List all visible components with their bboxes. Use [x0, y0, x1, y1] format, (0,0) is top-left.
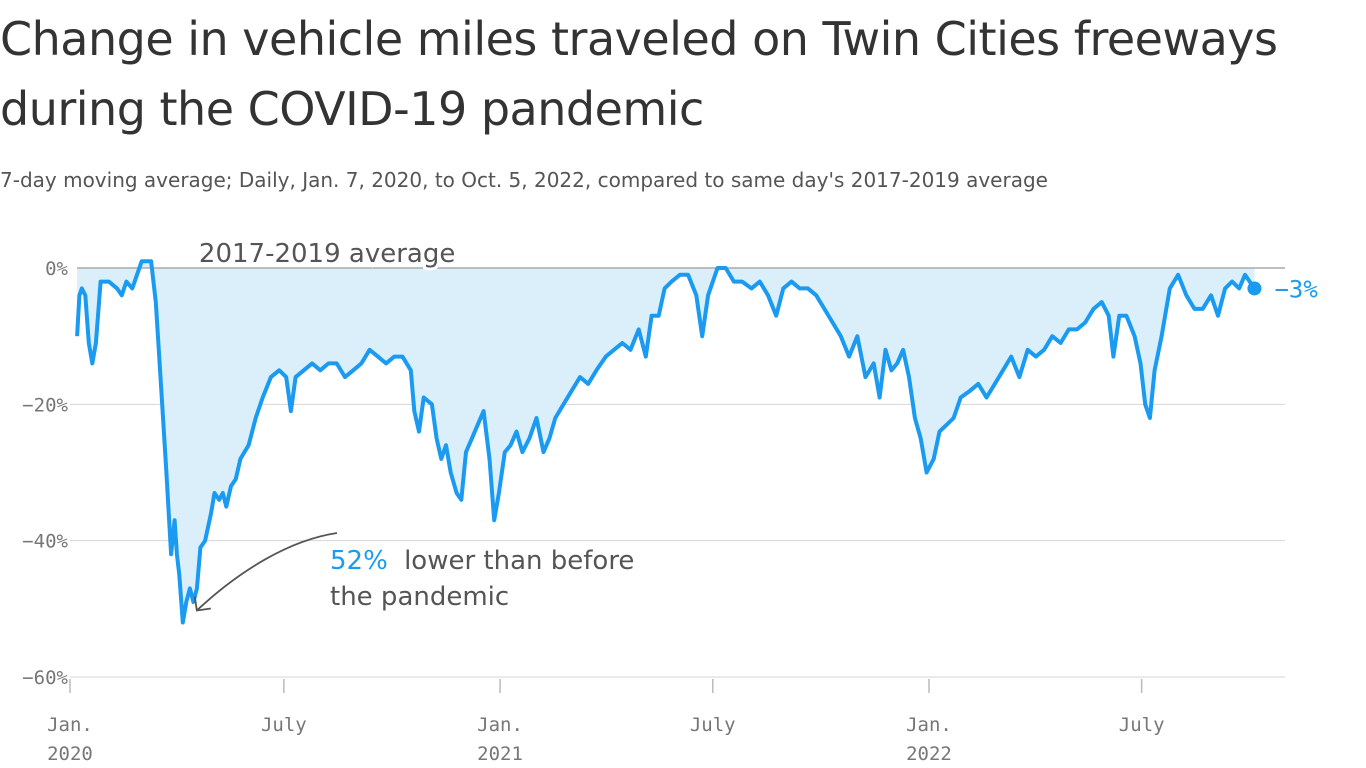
annotation-line-1: 52% lower than before	[330, 546, 634, 576]
reference-label: 2017-2019 average	[199, 239, 455, 269]
x-tick-year-label: 2021	[477, 743, 523, 765]
x-tick-year-label: 2020	[47, 743, 93, 765]
area-fill	[77, 261, 1255, 623]
x-tick-label: Jan.	[477, 714, 523, 736]
y-tick-label: −60%	[22, 667, 68, 689]
end-point	[1247, 281, 1262, 296]
annotation-line-2: the pandemic	[330, 582, 509, 612]
x-tick-label: Jan.	[47, 714, 93, 736]
y-tick-label: 0%	[45, 258, 68, 280]
annotation-text-1: lower than before	[404, 546, 634, 576]
x-axis: Jan. 2020 July Jan. 2021 July Jan. 2022 July	[47, 679, 1165, 765]
y-tick-label: −40%	[22, 531, 68, 553]
chart-title: Change in vehicle miles traveled on Twin…	[0, 12, 1278, 136]
y-tick-label: −20%	[22, 394, 68, 416]
y-axis: 0% −20% −40% −60%	[22, 258, 68, 689]
gridlines	[70, 403, 1285, 678]
x-tick-label: July	[261, 714, 307, 736]
annotation-arrowhead	[193, 596, 211, 612]
x-tick-label: July	[1119, 714, 1165, 736]
x-tick-label: July	[690, 714, 736, 736]
annotation-arrow	[196, 532, 338, 612]
x-tick-year-label: 2022	[906, 743, 952, 765]
series-line	[75, 259, 1257, 625]
end-value-label: −3%	[1274, 275, 1318, 303]
x-tick-label: Jan.	[906, 714, 952, 736]
annotation-highlight: 52%	[330, 546, 388, 576]
chart-subtitle: 7-day moving average; Daily, Jan. 7, 202…	[0, 168, 1048, 192]
